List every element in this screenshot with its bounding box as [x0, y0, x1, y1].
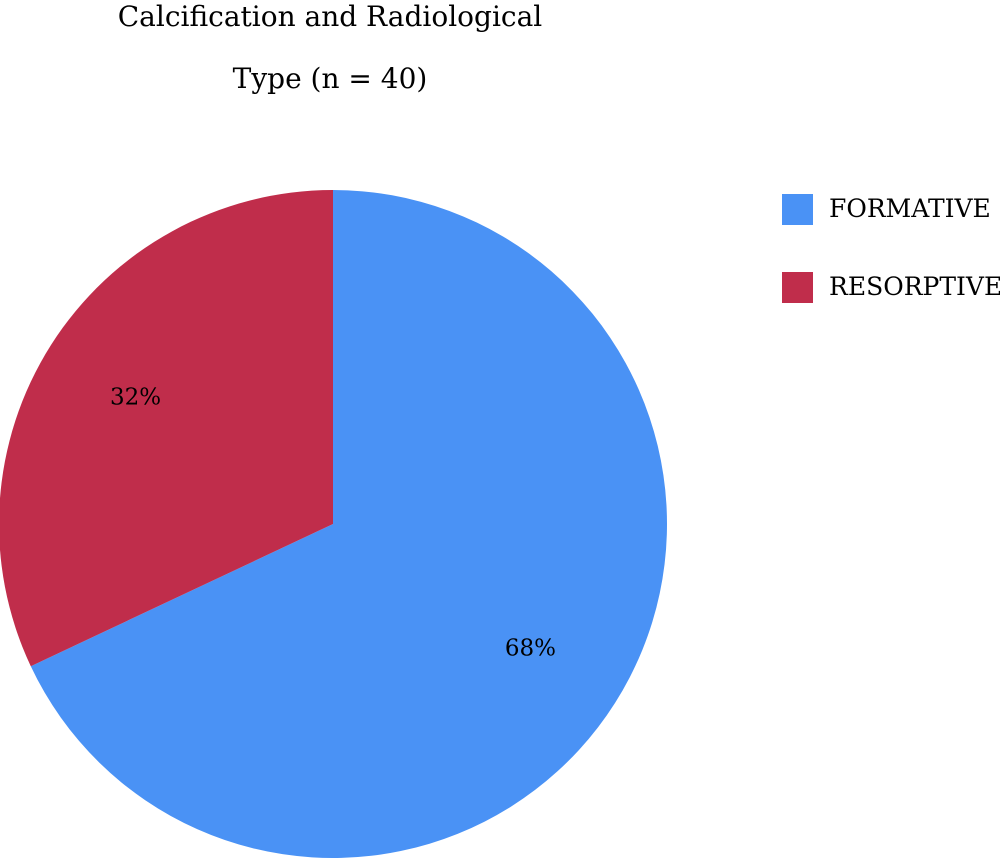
data-label-resorptive: 32%	[110, 385, 161, 411]
legend-swatch-resorptive	[782, 272, 813, 303]
legend-item-formative: FORMATIVE	[782, 192, 998, 227]
legend-label-resorptive: RESORPTIVE	[829, 272, 1000, 301]
chart-title-line-2: Type (n = 40)	[232, 62, 428, 95]
legend-item-resorptive: RESORPTIVE	[782, 270, 1000, 305]
legend: FORMATIVE RESORPTIVE	[782, 192, 1000, 348]
data-label-formative: 68%	[505, 635, 556, 661]
pie-slice-resorptive	[0, 190, 333, 667]
legend-swatch-formative	[782, 194, 813, 225]
pie-slice-formative	[30, 190, 667, 858]
legend-label-formative: FORMATIVE	[829, 194, 991, 223]
chart-title-line-1: Calcification and Radiological	[117, 0, 543, 33]
